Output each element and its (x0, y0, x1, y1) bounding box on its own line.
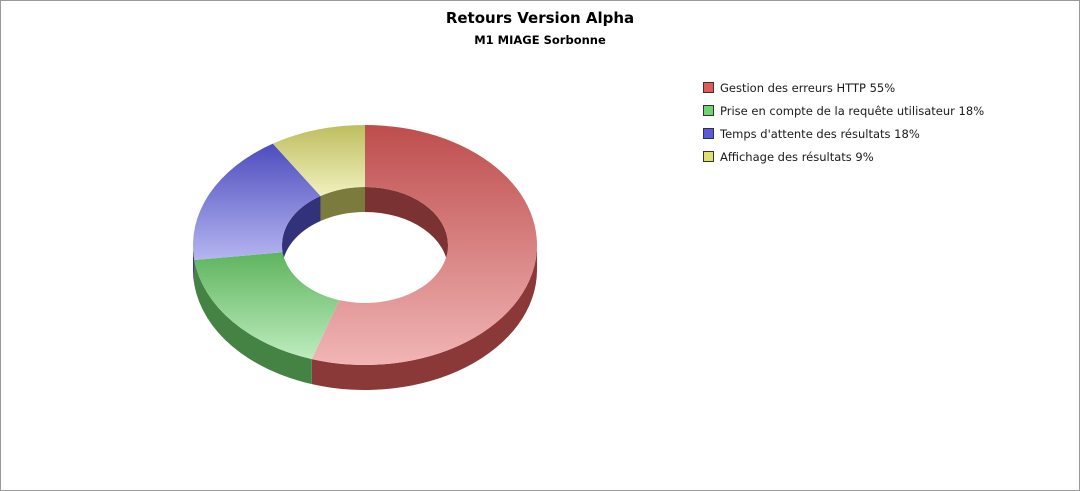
donut-inner-wall (320, 187, 365, 222)
legend-swatch (703, 82, 714, 93)
donut-outer-wall (311, 245, 537, 391)
legend-item: Prise en compte de la requête utilisateu… (703, 99, 984, 122)
legend-label: Affichage des résultats 9% (720, 149, 874, 164)
donut-outer-wall (194, 260, 312, 385)
legend-item: Gestion des erreurs HTTP 55% (703, 76, 984, 99)
legend-swatch (703, 105, 714, 116)
legend-label: Prise en compte de la requête utilisateu… (720, 103, 985, 118)
legend-item: Affichage des résultats 9% (703, 145, 984, 168)
donut-slice (272, 125, 365, 197)
legend: Gestion des erreurs HTTP 55% Prise en co… (703, 76, 984, 168)
donut-inner-wall (282, 196, 321, 270)
chart-subtitle: M1 MIAGE Sorbonne (474, 33, 606, 47)
legend-label: Gestion des erreurs HTTP 55% (720, 80, 896, 95)
legend-swatch (703, 128, 714, 139)
legend-swatch (703, 151, 714, 162)
donut-slice (193, 143, 321, 261)
donut-slice (311, 125, 537, 365)
donut-outer-wall (193, 245, 195, 286)
legend-item: Temps d'attente des résultats 18% (703, 122, 984, 145)
donut-inner-wall (365, 187, 448, 270)
legend-label: Temps d'attente des résultats 18% (720, 126, 920, 141)
donut-slice (194, 252, 340, 360)
chart-title: Retours Version Alpha (445, 9, 635, 27)
